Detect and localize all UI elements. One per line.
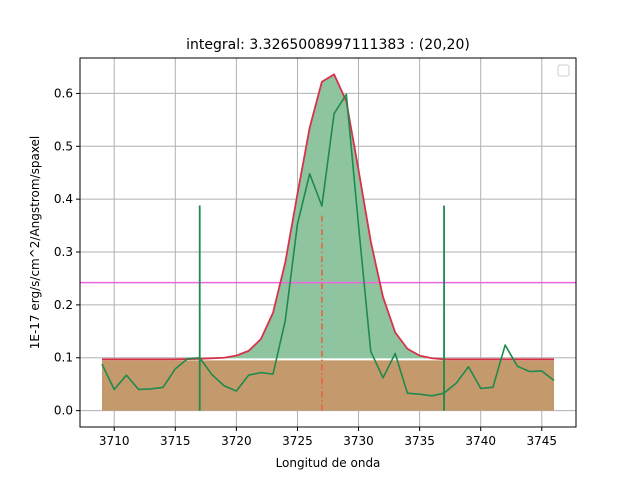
x-tick-label: 3730 [343,434,374,448]
y-tick-label: 0.0 [54,404,73,418]
y-tick-label: 0.5 [54,139,73,153]
x-tick-label: 3740 [465,434,496,448]
y-tick-label: 0.1 [54,351,73,365]
x-tick-label: 3710 [99,434,130,448]
chart-title: integral: 3.3265008997111383 : (20,20) [186,37,470,53]
plot-area [80,73,576,411]
x-tick-label: 3715 [160,434,191,448]
y-tick-label: 0.2 [54,298,73,312]
axes-frame [79,57,577,428]
y-tick-label: 0.4 [54,192,73,206]
y-tick-label: 0.6 [54,86,73,100]
x-axis-label: Longitud de onda [276,456,381,470]
y-axis-label: 1E-17 erg/s/cm^2/Angstrom/spaxel [28,136,42,350]
legend-box [557,64,570,77]
x-tick-label: 3720 [221,434,252,448]
continuum-fill [101,359,555,411]
x-tick-label: 3735 [404,434,435,448]
x-tick-label: 3745 [527,434,558,448]
y-tick-label: 0.3 [54,245,73,259]
model-curve [101,73,555,361]
x-tick-label: 3725 [282,434,313,448]
emission-line-fill [101,74,555,360]
ticks: 3710 3715 3720 3725 3730 3735 3740 3745 0.0 0.1 0.… [54,86,557,448]
observed-spectrum [101,93,555,397]
